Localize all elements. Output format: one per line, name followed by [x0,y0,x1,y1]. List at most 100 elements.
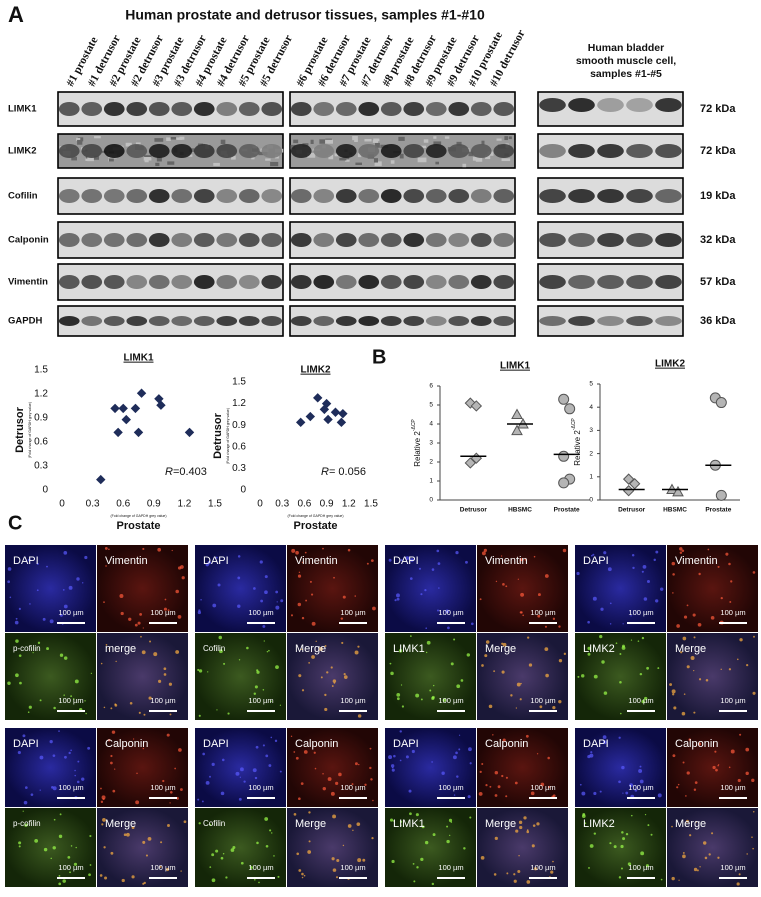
blot-band [539,189,566,203]
micrograph-speck [481,762,484,765]
micrograph-speck [232,845,236,849]
blot-band [335,189,357,203]
micrograph-speck [115,660,117,663]
blot-band [126,233,148,247]
dot [338,408,348,419]
micrograph-speck [264,575,268,579]
blot-band [539,275,566,289]
micrograph-speck [141,650,146,655]
micrograph-speck [163,607,168,611]
y-axis-label: Relative 2-ΔCP [571,418,582,466]
micrograph-speck [53,818,56,821]
blot-band [313,102,335,116]
blot-band [425,189,447,203]
micrograph-speck [29,603,31,605]
micrograph-speck [545,673,549,678]
micrograph-speck [618,736,621,739]
channel-label: Vimentin [295,555,338,567]
channel-label: Merge [295,643,326,655]
micrograph [477,808,568,887]
micrograph-speck [36,562,39,565]
micrograph-speck [370,559,374,563]
micrograph-speck [738,873,741,876]
blot-band [539,98,566,112]
micrograph-speck [320,676,323,679]
micrograph-speck [540,782,545,787]
micrograph-speck [501,670,505,674]
micrograph-speck [101,795,106,800]
micrograph-speck [415,693,420,698]
micrograph-speck [619,681,622,684]
dot [156,400,166,410]
blot-band [626,316,653,326]
micrograph-speck [677,783,680,786]
micrograph-speck [301,872,304,876]
micrograph-speck [275,665,279,670]
micrograph-speck [620,844,624,849]
blot-band [216,275,238,289]
micrograph-speck [432,833,436,837]
micrograph-speck [470,622,474,626]
blot-band [425,144,447,158]
blot-noise [167,161,175,165]
blot-noise [419,145,427,148]
micrograph-speck [158,679,162,683]
micrograph-speck [51,786,54,789]
channel-label: merge [105,643,136,655]
micrograph-speck [501,774,504,778]
blot-band [171,189,193,203]
micrograph-speck [313,751,316,754]
micrograph-speck [589,844,594,848]
micrograph-speck [74,769,76,772]
micrograph-speck [43,847,48,852]
micrograph-speck [433,684,435,687]
micrograph-speck [630,639,633,641]
scale-label: 100 µm [340,696,365,705]
blot-noise [355,162,363,165]
micrograph-speck [110,851,114,855]
micrograph-speck [481,664,484,667]
micrograph-speck [240,861,244,865]
blot-noise [354,139,358,142]
micrograph-speck [584,822,587,825]
micrograph-speck [613,845,617,849]
micrograph-speck [237,555,241,558]
micrograph-speck [23,800,28,805]
blot-band [358,316,380,326]
micrograph-speck [676,624,680,628]
blot-band [58,275,80,289]
micrograph-speck [693,867,698,872]
micrograph-speck [515,829,519,833]
micrograph [477,633,568,720]
micrograph-speck [298,797,301,801]
blot-noise [189,148,195,152]
micrograph-speck [581,814,586,818]
scale-label: 100 µm [438,863,463,872]
micrograph-speck [147,837,152,841]
micrograph-speck [331,685,334,687]
scale-label: 100 µm [340,863,365,872]
micrograph-speck [615,642,618,645]
micrograph-speck [625,832,629,836]
micrograph-speck [160,841,163,844]
micrograph [5,633,96,720]
micrograph-speck [324,707,328,712]
dot [564,403,576,415]
micrograph-speck [456,684,461,689]
micrograph-speck [149,640,152,643]
micrograph-speck [207,560,211,565]
micrograph-speck [399,820,403,823]
y-tick-label: 0.6 [34,437,48,448]
micrograph-speck [672,693,675,696]
micrograph-speck [246,646,249,650]
micrograph-speck [581,791,586,796]
micrograph-speck [327,777,332,781]
x-axis-sublabel: (Fold change of GAPDH grey value) [287,514,343,518]
micrograph-speck [518,820,523,824]
micrograph-speck [530,791,535,796]
blot-band [148,102,170,116]
channel-label: Merge [105,818,136,830]
dot [628,478,641,490]
micrograph-speck [254,879,256,881]
micrograph-speck [27,558,31,562]
